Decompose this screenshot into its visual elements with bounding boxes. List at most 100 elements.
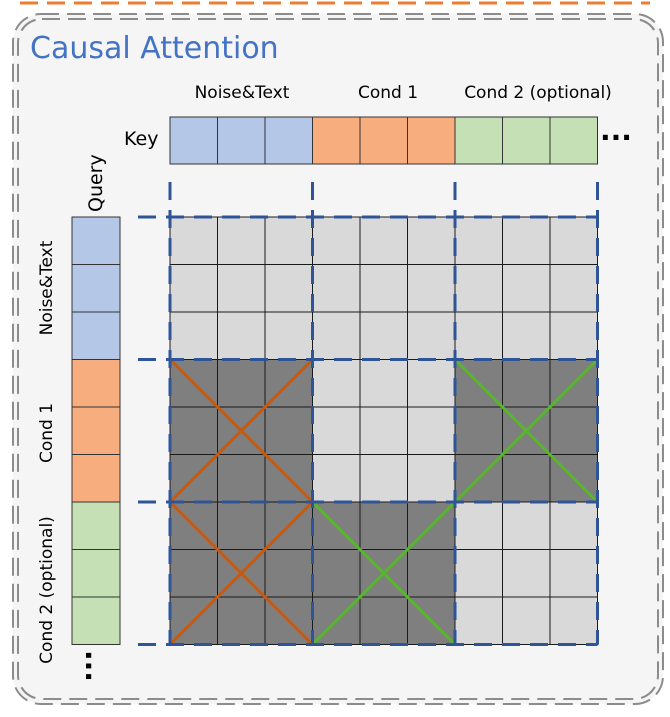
attention-cell-masked [454,406,503,455]
mask-cross-cond-2-to-cond-1-b [311,500,457,646]
attention-cell-masked [264,549,313,598]
attention-cell-visible [312,264,361,313]
attention-cell-visible [217,216,266,265]
attention-cell-visible [359,454,408,503]
attention-cell-masked [217,596,266,645]
attention-cell-visible [359,406,408,455]
key-token-cond-2-1 [454,116,503,165]
group-dashed-dividers [138,182,599,646]
attention-cell-visible [407,311,456,360]
query-token-cond-1-3 [71,454,121,503]
attention-cell-visible [454,311,503,360]
attention-cell-visible [502,264,551,313]
query-group-label-cond-2: Cond 2 (optional) [37,516,57,664]
attention-cell-visible [312,406,361,455]
key-group-header-cond-1: Cond 1 [358,83,418,103]
query-token-cond-2-3 [71,596,121,645]
mask-cross-cond-2-to-noise-text-b [168,500,314,646]
attention-cell-visible [359,264,408,313]
attention-cell-visible [407,406,456,455]
attention-cell-masked [359,596,408,645]
query-token-noise-text-2 [71,264,121,313]
attention-cell-visible [407,359,456,408]
query-label: Query [85,154,107,212]
attention-cell-visible [407,454,456,503]
attention-cell-visible [549,596,598,645]
attention-cell-visible [454,549,503,598]
attention-cell-visible [359,216,408,265]
attention-cell-masked [217,501,266,550]
attention-cell-visible [454,216,503,265]
key-group-header-noise-text: Noise&Text [195,83,290,103]
attention-cell-masked [217,359,266,408]
attention-cell-visible [502,549,551,598]
attention-cell-visible [264,216,313,265]
query-group-label-cond-1: Cond 1 [37,403,57,463]
attention-cell-visible [264,311,313,360]
query-token-noise-text-1 [71,216,121,265]
attention-cell-visible [407,264,456,313]
attention-cell-visible [407,216,456,265]
attention-cell-visible [359,311,408,360]
attention-cell-visible [169,216,218,265]
attention-mask-crosses [168,358,599,646]
attention-cell-visible [549,216,598,265]
outer-frame-inner-line [17,18,659,700]
key-ellipsis: ... [600,114,632,147]
attention-cell-visible [312,216,361,265]
key-token-strip [169,116,598,165]
key-token-noise-text-3 [264,116,313,165]
attention-cell-visible [169,311,218,360]
attention-cell-masked [217,454,266,503]
attention-cell-masked [502,454,551,503]
diagram-title: Causal Attention [30,31,279,66]
key-token-noise-text-2 [217,116,266,165]
key-token-cond-1-3 [407,116,456,165]
key-token-noise-text-1 [169,116,218,165]
key-token-cond-2-2 [502,116,551,165]
attention-cell-visible [217,264,266,313]
attention-cell-masked [359,501,408,550]
attention-cell-visible [264,264,313,313]
attention-cell-visible [502,216,551,265]
attention-cell-masked [169,549,218,598]
key-token-cond-2-3 [549,116,598,165]
query-token-cond-2-2 [71,549,121,598]
query-token-cond-1-1 [71,359,121,408]
attention-cell-visible [502,501,551,550]
attention-cell-visible [169,264,218,313]
attention-cell-visible [217,311,266,360]
query-group-label-noise-text: Noise&Text [37,240,57,335]
attention-cell-visible [359,359,408,408]
mask-cross-cond-1-to-cond-2-b [453,358,599,504]
query-token-cond-2-1 [71,501,121,550]
attention-cell-visible [312,311,361,360]
attention-cell-masked [502,359,551,408]
key-token-cond-1-2 [359,116,408,165]
attention-cell-visible [549,311,598,360]
attention-cell-visible [549,501,598,550]
attention-cell-visible [502,596,551,645]
attention-cell-visible [312,359,361,408]
key-group-header-cond-2: Cond 2 (optional) [464,83,612,103]
attention-cell-visible [502,311,551,360]
attention-cell-visible [454,264,503,313]
attention-cell-visible [312,454,361,503]
mask-cross-cond-1-to-noise-text-b [168,358,314,504]
query-token-cond-1-2 [71,406,121,455]
query-token-noise-text-3 [71,311,121,360]
key-token-cond-1-1 [312,116,361,165]
key-label: Key [124,128,158,150]
attention-cell-masked [264,406,313,455]
query-token-strip [71,216,121,645]
attention-cell-masked [312,549,361,598]
attention-cell-masked [549,406,598,455]
attention-cell-visible [549,264,598,313]
attention-cell-visible [454,501,503,550]
attention-cell-visible [454,596,503,645]
query-ellipsis: ... [79,650,112,682]
attention-cell-masked [407,549,456,598]
attention-cell-visible [549,549,598,598]
